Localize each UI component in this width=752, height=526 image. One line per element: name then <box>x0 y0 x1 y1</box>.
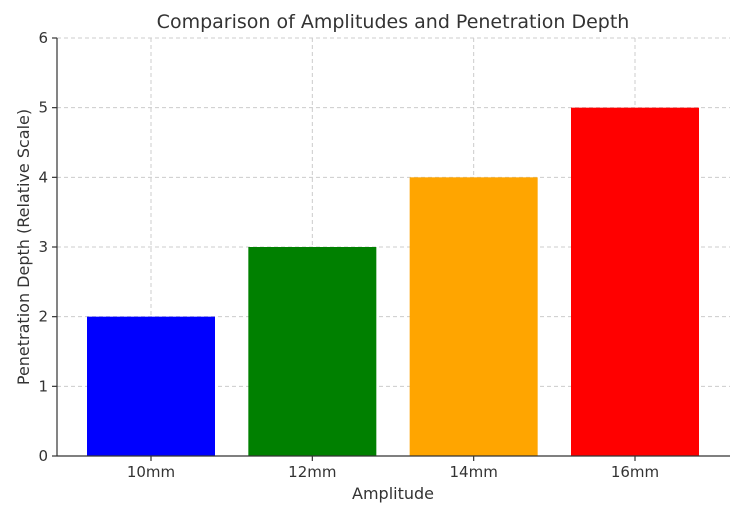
y-axis-title: Penetration Depth (Relative Scale) <box>14 109 33 385</box>
bar-16mm <box>571 107 699 457</box>
x-tick-label: 16mm <box>611 463 659 481</box>
tick-layer: 0 1 2 3 4 5 6 10mm 12mm 14mm 16mm <box>38 29 659 481</box>
chart-title: Comparison of Amplitudes and Penetration… <box>157 11 630 33</box>
x-tick-label: 14mm <box>450 463 498 481</box>
bar-10mm <box>87 316 215 456</box>
x-tick-label: 10mm <box>127 463 175 481</box>
y-tick-label: 5 <box>38 99 48 117</box>
bar-12mm <box>248 247 377 456</box>
y-tick-label: 3 <box>38 238 48 256</box>
y-tick-label: 0 <box>38 447 48 465</box>
y-tick-label: 2 <box>38 308 48 326</box>
bar-layer <box>87 107 699 457</box>
y-tick-label: 1 <box>38 377 48 395</box>
bar-14mm <box>409 177 538 457</box>
x-axis-title: Amplitude <box>352 484 434 503</box>
x-tick-label: 12mm <box>288 463 336 481</box>
y-tick-label: 4 <box>38 168 48 186</box>
y-tick-label: 6 <box>38 29 48 47</box>
